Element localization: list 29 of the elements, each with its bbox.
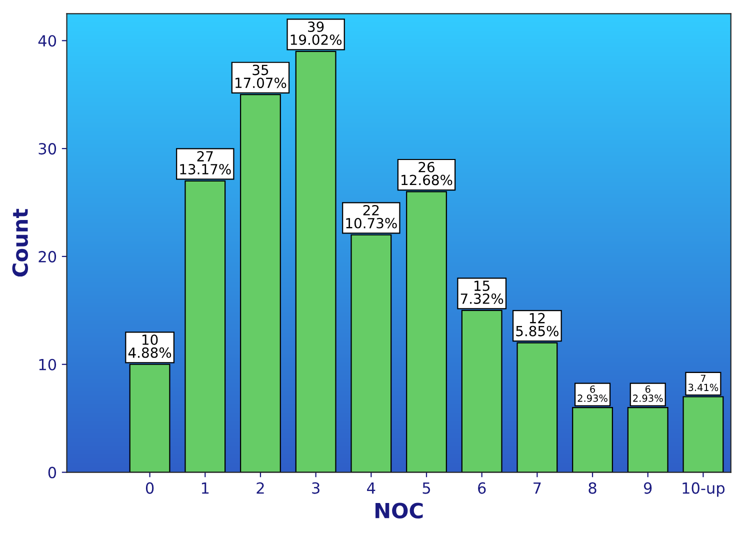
x-tick-label: 7 xyxy=(534,482,541,494)
x-tick-label: 0 xyxy=(146,482,154,494)
x-tick-label: 2 xyxy=(256,482,264,494)
x-tick-label: 8 xyxy=(588,482,596,494)
x-tick-label: 10-up xyxy=(682,482,725,497)
data-label: 39 19.02% xyxy=(290,22,342,45)
x-tick-label: 5 xyxy=(422,482,430,494)
y-tick-label: 0 xyxy=(48,466,56,478)
x-tick-label: 6 xyxy=(478,482,486,494)
x-tick-label: 4 xyxy=(367,482,376,494)
data-label: 12 5.85% xyxy=(516,312,558,336)
y-tick-label: 40 xyxy=(38,35,56,47)
x-axis-title: NOC xyxy=(376,502,423,518)
data-label: 22 10.73% xyxy=(346,204,397,228)
y-axis-title: Count xyxy=(12,208,28,277)
x-tick-label: 3 xyxy=(312,482,320,494)
data-label: 6 2.93% xyxy=(633,385,663,402)
data-label: 6 2.93% xyxy=(578,385,608,402)
data-label: 15 7.32% xyxy=(460,280,504,304)
data-label: 26 12.68% xyxy=(402,162,452,186)
x-tick-label: 1 xyxy=(202,482,209,494)
y-tick-label: 10 xyxy=(39,358,56,370)
data-label: 7 3.41% xyxy=(688,374,718,392)
y-tick-label: 20 xyxy=(38,250,56,262)
y-tick-label: 30 xyxy=(38,143,56,155)
data-label: 35 17.07% xyxy=(236,64,286,88)
data-label: 10 4.88% xyxy=(128,334,172,358)
x-tick-label: 9 xyxy=(644,482,652,494)
data-label: 27 13.17% xyxy=(180,151,231,174)
